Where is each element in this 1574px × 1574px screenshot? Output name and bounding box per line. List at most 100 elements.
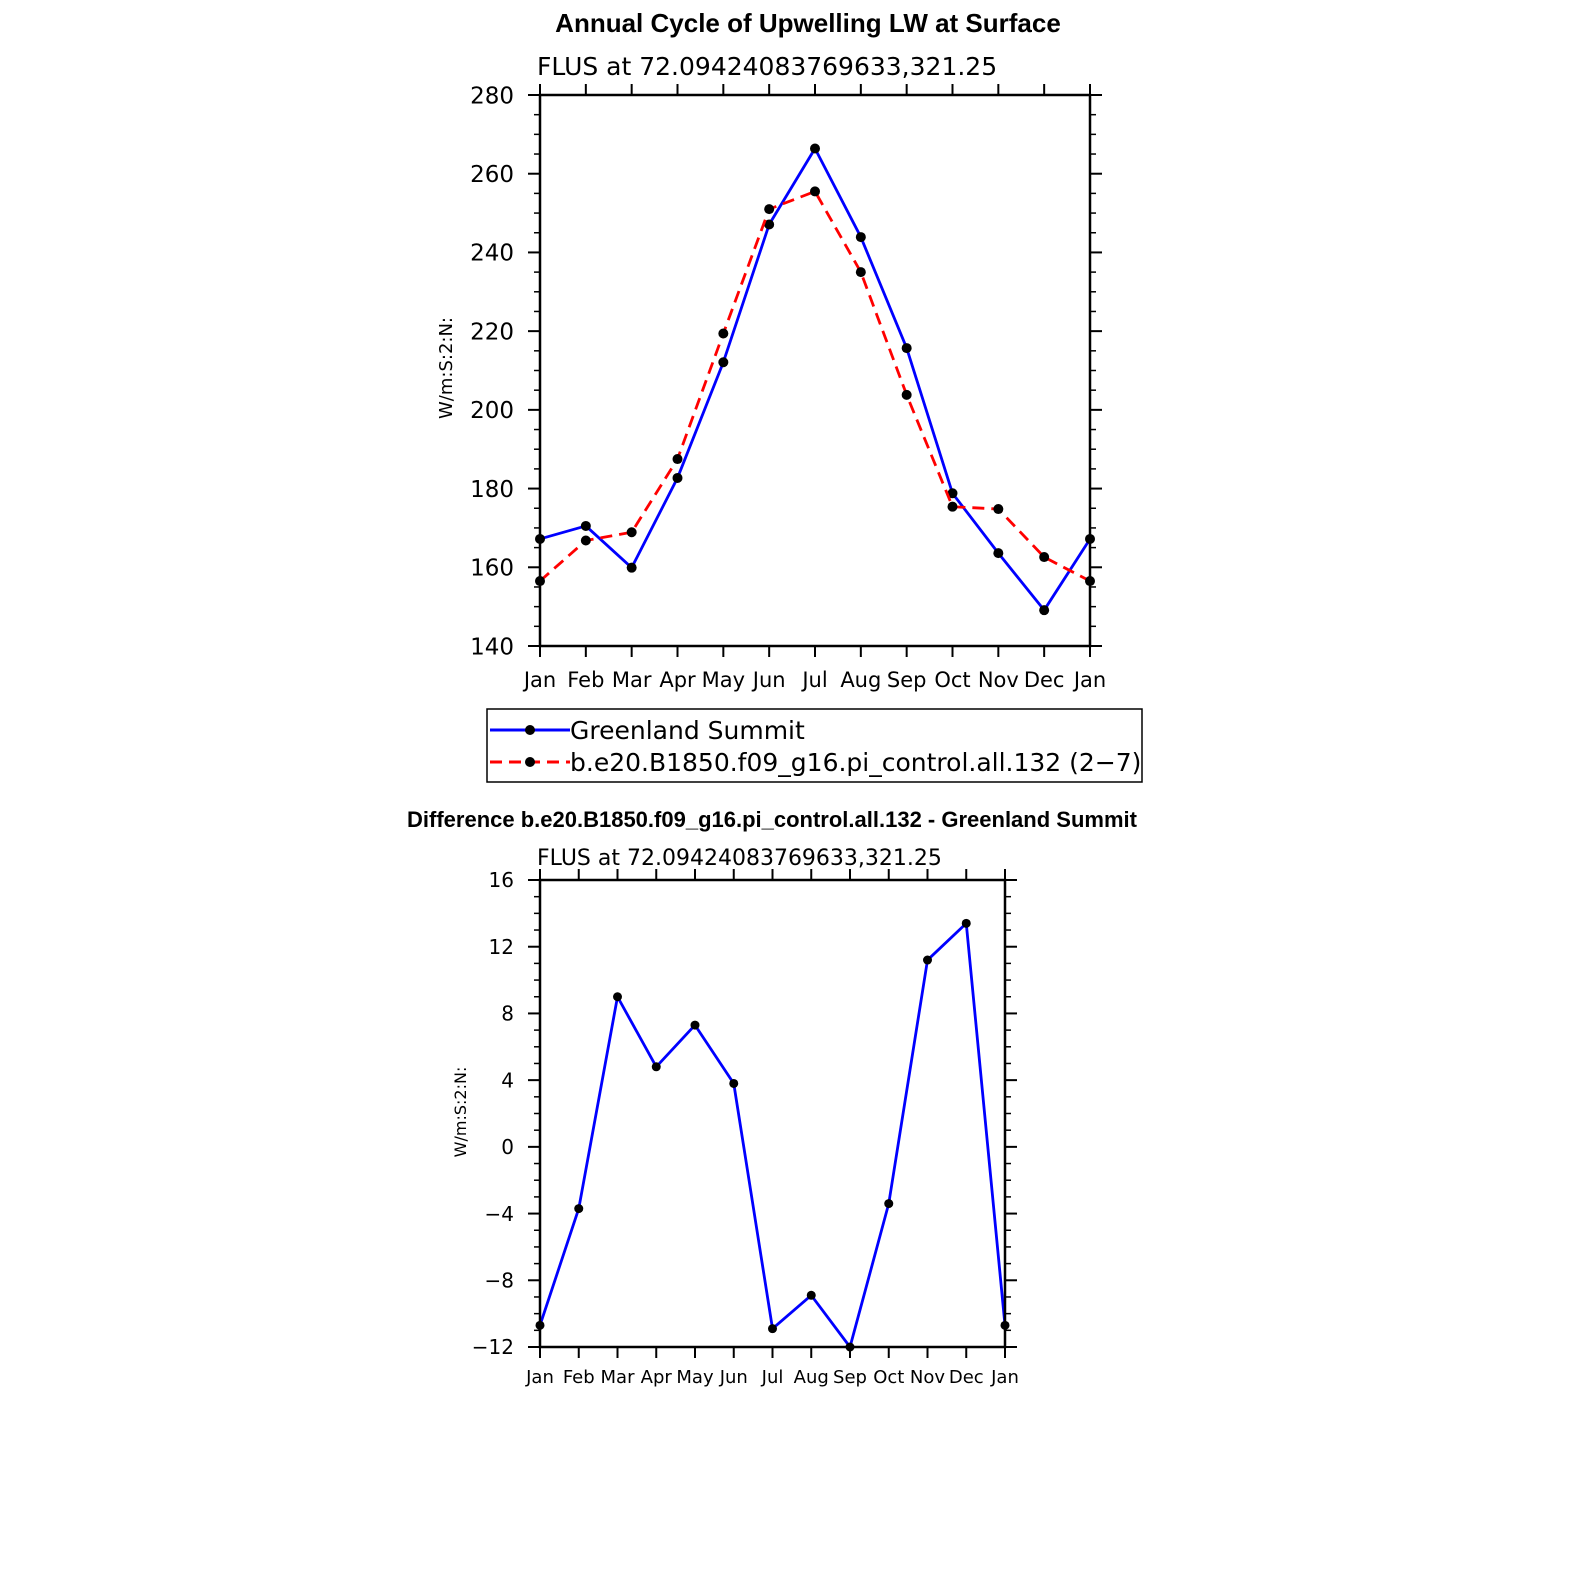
chart2-ticks — [528, 869, 1017, 1358]
data-point-0 — [961, 918, 971, 928]
series-line-1 — [539, 190, 1091, 583]
x-tick-label: Jul — [800, 668, 827, 692]
data-point-0 — [718, 357, 729, 368]
x-tick-label: Mar — [612, 668, 652, 692]
legend-label-greenland: Greenland Summit — [570, 716, 805, 745]
x-tick-label: May — [676, 1367, 714, 1388]
chart1-series — [535, 143, 1095, 616]
legend-marker-greenland — [525, 725, 535, 735]
data-point-0 — [1039, 605, 1050, 616]
data-point-0 — [672, 472, 683, 483]
data-point-1 — [580, 535, 591, 546]
x-tick-label: Feb — [567, 668, 604, 692]
y-tick-label: 140 — [470, 634, 514, 660]
data-point-0 — [901, 343, 912, 354]
y-tick-label: −8 — [485, 1268, 514, 1292]
y-tick-label: 200 — [470, 398, 514, 424]
data-point-0 — [729, 1078, 739, 1088]
data-point-0 — [923, 955, 932, 965]
legend-label-model: b.e20.B1850.f09_g16.pi_control.all.132 (… — [570, 748, 1141, 777]
y-tick-label: 280 — [470, 83, 514, 109]
data-point-0 — [993, 548, 1004, 559]
data-point-1 — [993, 504, 1004, 515]
data-point-1 — [810, 186, 820, 197]
y-tick-label: 260 — [470, 162, 514, 188]
data-point-0 — [884, 1199, 894, 1209]
x-tick-label: May — [702, 668, 745, 692]
data-point-0 — [580, 520, 591, 531]
y-tick-label: −4 — [485, 1202, 514, 1226]
data-point-1 — [1039, 552, 1050, 563]
chart2-title: Difference b.e20.B1850.f09_g16.pi_contro… — [407, 807, 1138, 832]
chart1-plot-frame — [538, 93, 1092, 648]
data-point-1 — [855, 267, 866, 278]
chart1-subtitle: FLUS at 72.09424083769633,321.25 — [537, 52, 997, 81]
data-point-0 — [574, 1204, 584, 1214]
legend-entry-model: b.e20.B1850.f09_g16.pi_control.all.132 (… — [490, 748, 1141, 777]
data-point-0 — [651, 1062, 661, 1072]
x-tick-label: Aug — [794, 1367, 829, 1388]
y-tick-label: 16 — [489, 868, 514, 892]
y-tick-label: 240 — [470, 241, 514, 267]
x-tick-label: Nov — [910, 1367, 945, 1388]
x-tick-label: Oct — [873, 1367, 904, 1388]
y-tick-label: 8 — [501, 1002, 514, 1026]
data-point-0 — [613, 992, 622, 1002]
data-point-0 — [806, 1290, 816, 1300]
chart2-series — [535, 918, 1010, 1352]
chart1-ticks — [528, 84, 1102, 657]
data-point-1 — [901, 389, 912, 400]
x-tick-label: Jan — [525, 1367, 554, 1388]
chart-annual-cycle: Annual Cycle of Upwelling LW at Surface … — [436, 8, 1143, 783]
y-tick-label: 220 — [470, 319, 514, 345]
x-tick-label: Aug — [840, 668, 881, 692]
data-point-1 — [718, 328, 729, 339]
data-point-0 — [810, 143, 820, 154]
chart1-legend: Greenland Summit b.e20.B1850.f09_g16.pi_… — [486, 708, 1143, 783]
series-line-0 — [538, 921, 1007, 1349]
x-tick-label: Oct — [934, 668, 970, 692]
x-tick-label: Jun — [751, 668, 786, 692]
x-tick-label: Jan — [1072, 668, 1106, 692]
chart2-ylabel: W/m:S:2:N: — [451, 1067, 470, 1158]
chart1-y-tick-labels: 140 160 180 200 220 240 260 280 — [470, 83, 514, 660]
data-point-0 — [764, 219, 775, 230]
x-tick-label: Apr — [641, 1367, 673, 1388]
series-line-0 — [539, 147, 1092, 612]
x-tick-label: Feb — [563, 1367, 595, 1388]
y-tick-label: 160 — [470, 556, 514, 582]
data-point-1 — [626, 527, 637, 538]
y-tick-label: 0 — [501, 1135, 514, 1159]
legend-marker-model — [525, 757, 535, 767]
chart1-ylabel: W/m:S:2:N: — [436, 317, 457, 419]
chart1-x-tick-labels: Jan Feb Mar Apr May Jun Jul Aug Sep Oct Nov Dec Jan — [522, 668, 1106, 692]
data-point-1 — [672, 454, 683, 465]
data-point-0 — [690, 1020, 700, 1030]
data-point-0 — [855, 232, 866, 243]
chart2-y-tick-labels: −12 −8 −4 0 4 8 12 16 — [472, 868, 514, 1359]
data-point-0 — [768, 1324, 777, 1334]
x-tick-label: Jan — [990, 1367, 1019, 1388]
chart2-subtitle: FLUS at 72.09424083769633,321.25 — [537, 846, 942, 871]
chart2-plot-frame — [538, 878, 1007, 1349]
x-tick-label: Sep — [833, 1367, 867, 1388]
data-point-1 — [947, 501, 958, 512]
legend-box — [486, 708, 1143, 783]
y-tick-label: −12 — [472, 1335, 514, 1359]
x-tick-label: Jun — [719, 1367, 748, 1388]
y-tick-label: 12 — [489, 935, 514, 959]
chart2-x-tick-labels: Jan Feb Mar Apr May Jun Jul Aug Sep Oct Nov Dec Jan — [525, 1367, 1019, 1388]
x-tick-label: Apr — [659, 668, 696, 692]
x-tick-label: Mar — [601, 1367, 636, 1388]
legend-entry-greenland-summit: Greenland Summit — [490, 716, 805, 745]
data-point-1 — [764, 204, 775, 215]
y-tick-label: 4 — [501, 1068, 514, 1092]
chart1-title: Annual Cycle of Upwelling LW at Surface — [555, 8, 1061, 38]
chart-difference: Difference b.e20.B1850.f09_g16.pi_contro… — [407, 807, 1138, 1388]
y-tick-label: 180 — [470, 477, 514, 503]
data-point-0 — [947, 488, 958, 499]
x-tick-label: Dec — [1024, 668, 1065, 692]
x-tick-label: Jul — [761, 1367, 784, 1388]
x-tick-label: Sep — [887, 668, 927, 692]
